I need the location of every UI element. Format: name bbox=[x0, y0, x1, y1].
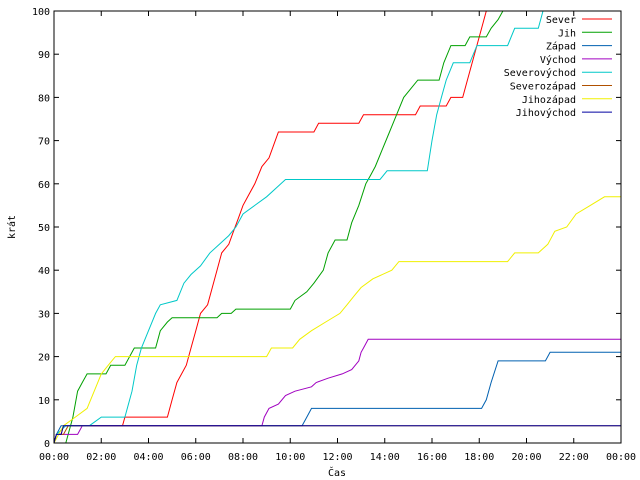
y-axis-label: krát bbox=[6, 215, 18, 239]
x-tick-label: 08:00 bbox=[228, 452, 258, 463]
series-line-4 bbox=[54, 11, 544, 443]
legend-label: Jihovýchod bbox=[516, 107, 576, 119]
x-tick-label: 14:00 bbox=[370, 452, 400, 463]
y-tick-label: 100 bbox=[32, 7, 50, 18]
y-tick-label: 50 bbox=[38, 223, 50, 234]
legend-label: Severovýchod bbox=[504, 67, 576, 79]
legend-label: Jih bbox=[558, 28, 576, 39]
legend-label: Sever bbox=[546, 15, 576, 26]
series-line-7 bbox=[54, 425, 621, 443]
legend-label: Jihozápad bbox=[522, 94, 576, 106]
y-axis-ticks: 0 10 20 30 40 50 60 70 80 90 100 bbox=[32, 7, 621, 450]
y-tick-label: 90 bbox=[38, 50, 50, 61]
y-tick-label: 10 bbox=[38, 396, 50, 407]
x-tick-label: 20:00 bbox=[511, 452, 541, 463]
y-tick-label: 80 bbox=[38, 93, 50, 104]
y-tick-label: 40 bbox=[38, 266, 50, 277]
x-tick-label: 04:00 bbox=[133, 452, 163, 463]
x-tick-label: 00:00 bbox=[39, 452, 69, 463]
series-line-6 bbox=[54, 196, 621, 443]
y-tick-label: 30 bbox=[38, 309, 50, 320]
x-tick-label: 00:00 bbox=[606, 452, 636, 463]
x-tick-label: 22:00 bbox=[559, 452, 589, 463]
y-tick-label: 60 bbox=[38, 180, 50, 191]
x-tick-label: 10:00 bbox=[275, 452, 305, 463]
legend-label: Západ bbox=[546, 41, 576, 53]
x-axis-label: Čas bbox=[328, 466, 346, 479]
x-tick-label: 02:00 bbox=[86, 452, 116, 463]
series-line-2 bbox=[54, 351, 621, 443]
legend-label: Východ bbox=[540, 54, 576, 66]
y-tick-label: 0 bbox=[44, 439, 50, 450]
y-tick-label: 20 bbox=[38, 353, 50, 364]
series-lines bbox=[54, 11, 621, 443]
series-line-0 bbox=[54, 11, 487, 443]
x-tick-label: 18:00 bbox=[464, 452, 494, 463]
x-tick-label: 12:00 bbox=[322, 452, 352, 463]
x-tick-label: 06:00 bbox=[181, 452, 211, 463]
series-line-1 bbox=[54, 11, 504, 443]
x-axis-ticks: 00:00 02:00 04:00 06:00 08:00 10:00 12:00 14:00… bbox=[39, 11, 636, 463]
legend-label: Severozápad bbox=[510, 81, 576, 93]
x-tick-label: 16:00 bbox=[417, 452, 447, 463]
y-tick-label: 70 bbox=[38, 137, 50, 148]
